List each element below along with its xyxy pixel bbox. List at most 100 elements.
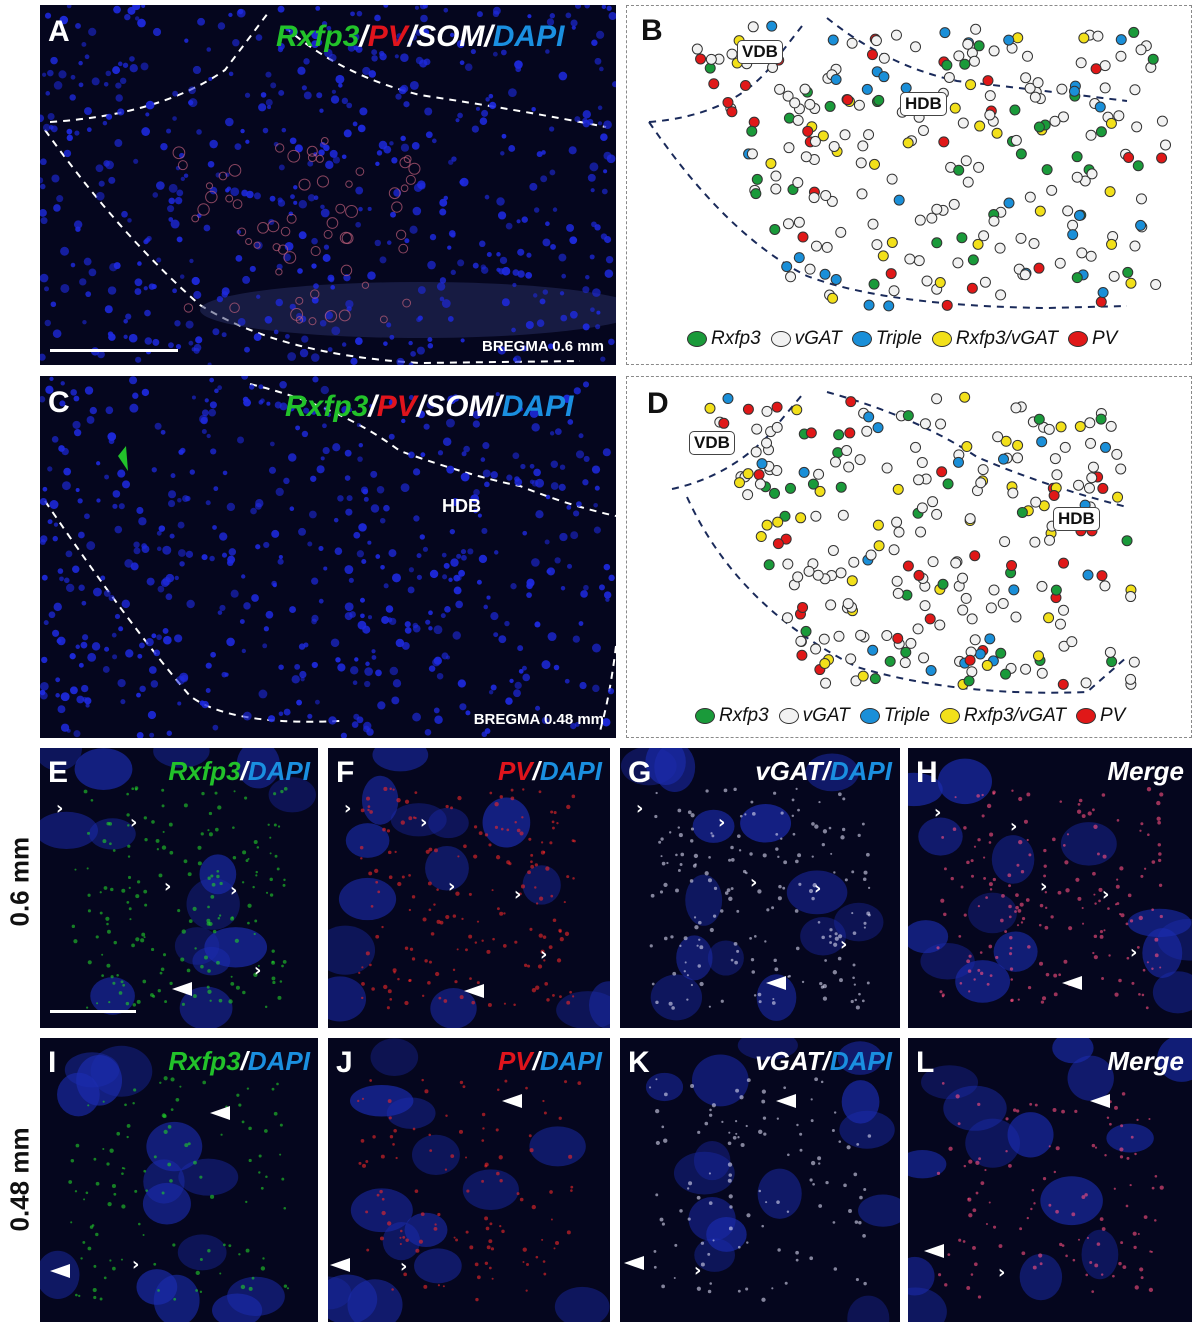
legend-vgat-swatch xyxy=(770,331,791,347)
cell-dot xyxy=(691,43,703,55)
signal-dot xyxy=(819,981,823,986)
cell-dot xyxy=(570,19,578,27)
cell-dot xyxy=(913,474,925,486)
cell-dot xyxy=(172,90,179,97)
signal-dot xyxy=(838,1140,842,1143)
cell-dot xyxy=(550,244,556,250)
cell-dot xyxy=(514,476,520,482)
signal-dot xyxy=(538,933,543,938)
signal-dot xyxy=(521,816,524,819)
cell-dot xyxy=(323,144,330,152)
cell-dot xyxy=(529,182,538,191)
signal-dot xyxy=(199,1290,203,1294)
cell-dot xyxy=(441,552,447,558)
cell-dot xyxy=(529,463,535,469)
cell-dot xyxy=(795,635,807,647)
signal-dot xyxy=(218,998,223,1003)
cell-dot xyxy=(123,334,128,339)
signal-dot xyxy=(490,1247,495,1251)
cell-dot xyxy=(566,223,575,232)
signal-dot xyxy=(453,1236,456,1239)
cell-dot xyxy=(545,221,550,227)
signal-dot xyxy=(121,1172,124,1176)
cell-dot xyxy=(156,546,162,552)
signal-dot xyxy=(218,914,222,917)
nucleus xyxy=(328,976,367,1022)
cell-dot xyxy=(878,71,890,83)
panel-b-letter: B xyxy=(641,14,663,47)
legend-rxfp3vgat-swatch xyxy=(939,708,960,724)
cell-dot xyxy=(375,161,380,167)
cell-dot xyxy=(434,715,443,724)
cell-dot xyxy=(917,124,929,136)
cell-dot xyxy=(93,587,102,597)
cell-dot xyxy=(197,203,210,216)
signal-dot xyxy=(821,935,825,940)
cell-dot xyxy=(58,445,65,452)
signal-dot xyxy=(481,1179,485,1183)
cell-dot xyxy=(1012,439,1024,451)
nucleus xyxy=(737,1038,798,1061)
signal-dot xyxy=(1092,951,1095,955)
nucleus xyxy=(645,1072,684,1102)
signal-dot xyxy=(972,1208,977,1213)
cell-dot xyxy=(209,555,215,562)
cell-dot xyxy=(383,504,390,512)
signal-dot xyxy=(121,1204,126,1209)
signal-dot xyxy=(795,1258,799,1262)
signal-dot xyxy=(272,980,276,985)
cell-dot xyxy=(448,230,456,237)
signal-dot xyxy=(1086,1236,1090,1240)
cell-dot xyxy=(451,394,460,402)
signal-dot xyxy=(1126,1156,1130,1160)
signal-dot xyxy=(550,894,554,898)
signal-dot xyxy=(412,816,416,819)
cell-dot xyxy=(122,480,131,489)
chevron-marker: › xyxy=(814,878,822,899)
cell-dot xyxy=(189,258,194,264)
cell-dot xyxy=(522,673,531,682)
signal-dot xyxy=(488,843,492,847)
signal-dot xyxy=(543,959,546,962)
signal-dot xyxy=(93,1264,97,1268)
panel-b-legend: Rxfp3 vGAT Triple Rxfp3/vGAT PV xyxy=(677,328,1117,350)
cell-dot xyxy=(604,269,614,278)
signal-dot xyxy=(269,877,273,882)
cell-dot xyxy=(448,577,453,582)
nucleus xyxy=(268,777,316,813)
signal-dot xyxy=(799,1132,803,1136)
signal-dot xyxy=(1015,893,1019,897)
cell-dot xyxy=(63,467,72,476)
cell-dot xyxy=(1062,205,1074,217)
cell-dot xyxy=(781,261,793,273)
signal-dot xyxy=(70,1221,73,1224)
signal-dot xyxy=(1033,1202,1036,1205)
signal-dot xyxy=(93,1295,97,1300)
signal-dot xyxy=(207,969,211,973)
signal-dot xyxy=(395,1156,398,1160)
cell-dot xyxy=(937,578,949,590)
signal-dot xyxy=(749,852,753,856)
cell-dot xyxy=(201,428,207,434)
signal-dot xyxy=(651,982,655,986)
cell-dot xyxy=(592,684,600,693)
signal-dot xyxy=(283,878,286,882)
cell-dot xyxy=(1112,491,1124,503)
signal-dot xyxy=(427,981,431,985)
nucleus xyxy=(650,974,703,1021)
signal-dot xyxy=(1156,800,1161,806)
cell-dot xyxy=(915,526,927,538)
signal-dot xyxy=(535,985,540,990)
cell-dot xyxy=(209,377,215,383)
signal-dot xyxy=(863,870,868,875)
panel-h-micrograph: H Merge › › › › › xyxy=(908,748,1192,1028)
cell-dot xyxy=(115,82,122,89)
cell-dot xyxy=(925,664,937,676)
signal-dot xyxy=(125,1001,130,1006)
nucleus xyxy=(153,1274,200,1322)
signal-dot xyxy=(357,1099,360,1103)
cell-dot xyxy=(313,195,319,201)
signal-dot xyxy=(121,1167,124,1170)
signal-dot xyxy=(85,1191,89,1195)
cell-dot xyxy=(473,488,480,496)
